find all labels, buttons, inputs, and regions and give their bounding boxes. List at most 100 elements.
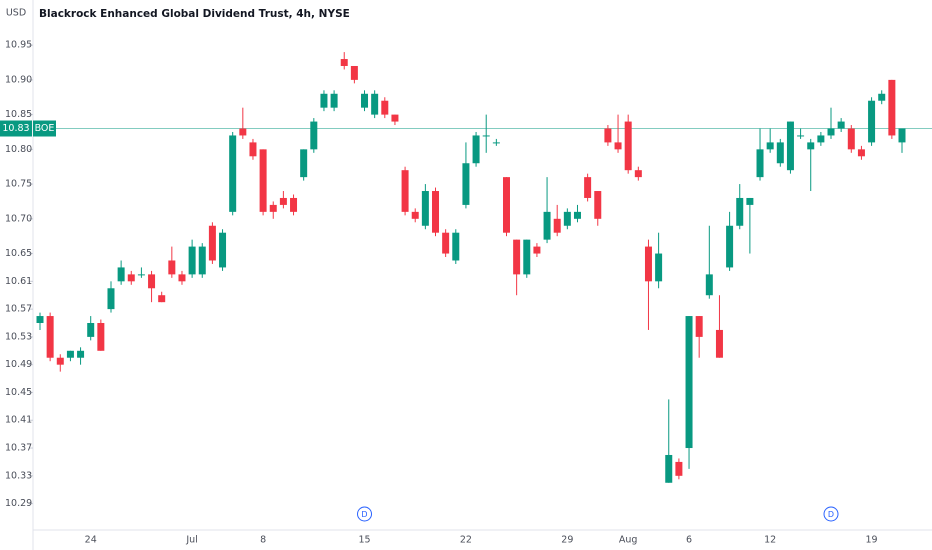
candle-body xyxy=(888,79,896,136)
candle-body xyxy=(178,274,186,282)
candle-body xyxy=(310,121,318,150)
candle-body xyxy=(290,197,298,212)
candle-body xyxy=(56,357,64,365)
y-tick-label: 10.41 xyxy=(5,415,32,426)
candle-body xyxy=(137,274,145,276)
candle-body xyxy=(513,239,521,275)
candle-body xyxy=(411,211,419,219)
candle-body xyxy=(837,121,845,129)
candle-body xyxy=(584,177,592,198)
currency: USD xyxy=(6,8,26,19)
dividend-label: D xyxy=(828,510,834,519)
chart-title: Blackrock Enhanced Global Dividend Trust… xyxy=(39,8,350,20)
candle-body xyxy=(766,142,774,150)
y-tick-label: 10.53 xyxy=(5,331,32,342)
dividend-marker xyxy=(357,506,373,522)
symbol-tag xyxy=(33,120,56,137)
candle-body xyxy=(97,323,105,351)
candle-body xyxy=(644,246,652,282)
candle-body xyxy=(878,93,886,101)
symbol-tag-label: BOE xyxy=(35,123,55,134)
candle-body xyxy=(756,149,764,178)
candle-body xyxy=(685,316,693,449)
y-tick-label: 10.80 xyxy=(5,144,32,155)
x-tick-label: 22 xyxy=(460,535,472,546)
price-tag xyxy=(0,120,32,137)
x-tick-label: 12 xyxy=(764,535,776,546)
candle-body xyxy=(563,211,571,226)
candle-body xyxy=(361,93,369,108)
candle-body xyxy=(624,121,632,171)
candle-body xyxy=(655,253,663,282)
candle-body xyxy=(797,135,805,137)
candle-body xyxy=(594,191,602,219)
x-tick-label: 15 xyxy=(358,535,370,546)
x-tick-label: 24 xyxy=(85,535,97,546)
candle-body xyxy=(300,149,308,178)
candle-body xyxy=(350,65,358,80)
candle-body xyxy=(259,149,267,212)
candle-body xyxy=(269,204,277,212)
y-tick-label: 10.75 xyxy=(5,179,32,190)
candle-body xyxy=(198,246,206,275)
candle-body xyxy=(168,260,176,275)
y-tick-label: 10.29 xyxy=(5,498,32,509)
x-tick-label: 6 xyxy=(686,535,692,546)
candle-body xyxy=(421,191,429,226)
y-tick-label: 10.57 xyxy=(5,304,32,315)
candle-body xyxy=(320,93,328,108)
candle-body xyxy=(371,93,379,115)
candle-body xyxy=(502,177,510,233)
candle-body xyxy=(340,59,348,66)
candle-body xyxy=(543,211,551,240)
candle-body xyxy=(229,135,237,212)
candle-body xyxy=(482,135,490,137)
candle-body xyxy=(188,246,196,275)
candle-body xyxy=(786,121,794,171)
candle-body xyxy=(726,225,734,268)
candle-body xyxy=(736,197,744,226)
candle-body xyxy=(117,267,125,282)
candle-body xyxy=(442,232,450,254)
x-tick-label: 29 xyxy=(561,535,573,546)
candle-body xyxy=(158,295,166,303)
candle-body xyxy=(391,114,399,122)
candle-body xyxy=(87,323,95,337)
candle-body xyxy=(705,274,713,296)
y-tick-label: 10.65 xyxy=(5,248,32,259)
candle-body xyxy=(36,316,44,324)
candle-body xyxy=(857,149,865,157)
y-tick-label: 10.33 xyxy=(5,470,32,481)
candle-body xyxy=(472,135,480,164)
candle-body xyxy=(715,329,723,358)
x-tick-label: Aug xyxy=(619,535,638,546)
candle-body xyxy=(77,350,85,358)
candle-body xyxy=(553,218,561,233)
x-tick-label: Jul xyxy=(185,535,197,546)
candle-body xyxy=(66,350,74,358)
x-tick-label: 19 xyxy=(866,535,878,546)
candle-body xyxy=(807,142,815,150)
candle-body xyxy=(604,128,612,143)
candle-body xyxy=(573,211,581,219)
y-tick-label: 10.95 xyxy=(5,40,32,51)
candle-body xyxy=(746,197,754,205)
candle-body xyxy=(847,128,855,150)
y-tick-label: 10.37 xyxy=(5,443,32,454)
candle-body xyxy=(665,454,673,483)
y-tick-label: 10.85 xyxy=(5,109,32,120)
candle-body xyxy=(219,232,227,268)
candle-body xyxy=(452,232,460,261)
candle-body xyxy=(523,239,531,275)
dividend-marker xyxy=(823,506,839,522)
y-tick-label: 10.49 xyxy=(5,359,32,370)
candle-body xyxy=(107,288,115,310)
candle-body xyxy=(46,316,54,358)
candle-body xyxy=(492,142,500,144)
candle-body xyxy=(208,225,216,261)
y-tick-label: 10.90 xyxy=(5,74,32,85)
candle-body xyxy=(279,197,287,205)
x-tick-label: 8 xyxy=(260,535,266,546)
candle-body xyxy=(776,142,784,164)
